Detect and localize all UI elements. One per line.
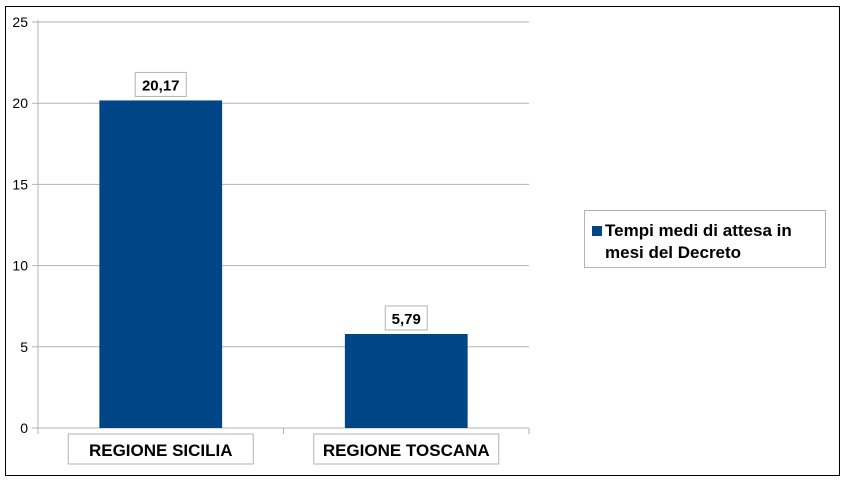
legend-swatch	[592, 226, 602, 236]
y-tick-label: 25	[12, 14, 28, 30]
category-label: REGIONE TOSCANA	[323, 441, 490, 460]
legend: Tempi medi di attesa in mesi del Decreto	[584, 210, 826, 268]
data-label-box	[134, 71, 187, 97]
data-label-box	[384, 305, 428, 331]
data-label: 20,17	[142, 77, 180, 94]
legend-label: Tempi medi di attesa in mesi del Decreto	[605, 221, 792, 262]
bar	[344, 333, 468, 428]
category-label: REGIONE SICILIA	[89, 441, 233, 460]
bar	[99, 100, 223, 428]
y-tick-label: 10	[12, 258, 28, 274]
y-tick-label: 15	[12, 176, 28, 192]
y-tick-label: 20	[12, 95, 28, 111]
category-label-box	[67, 433, 254, 465]
data-label: 5,79	[392, 311, 421, 328]
category-label-box	[313, 433, 500, 465]
y-tick-label: 0	[20, 420, 28, 436]
y-tick-label: 5	[20, 339, 28, 355]
